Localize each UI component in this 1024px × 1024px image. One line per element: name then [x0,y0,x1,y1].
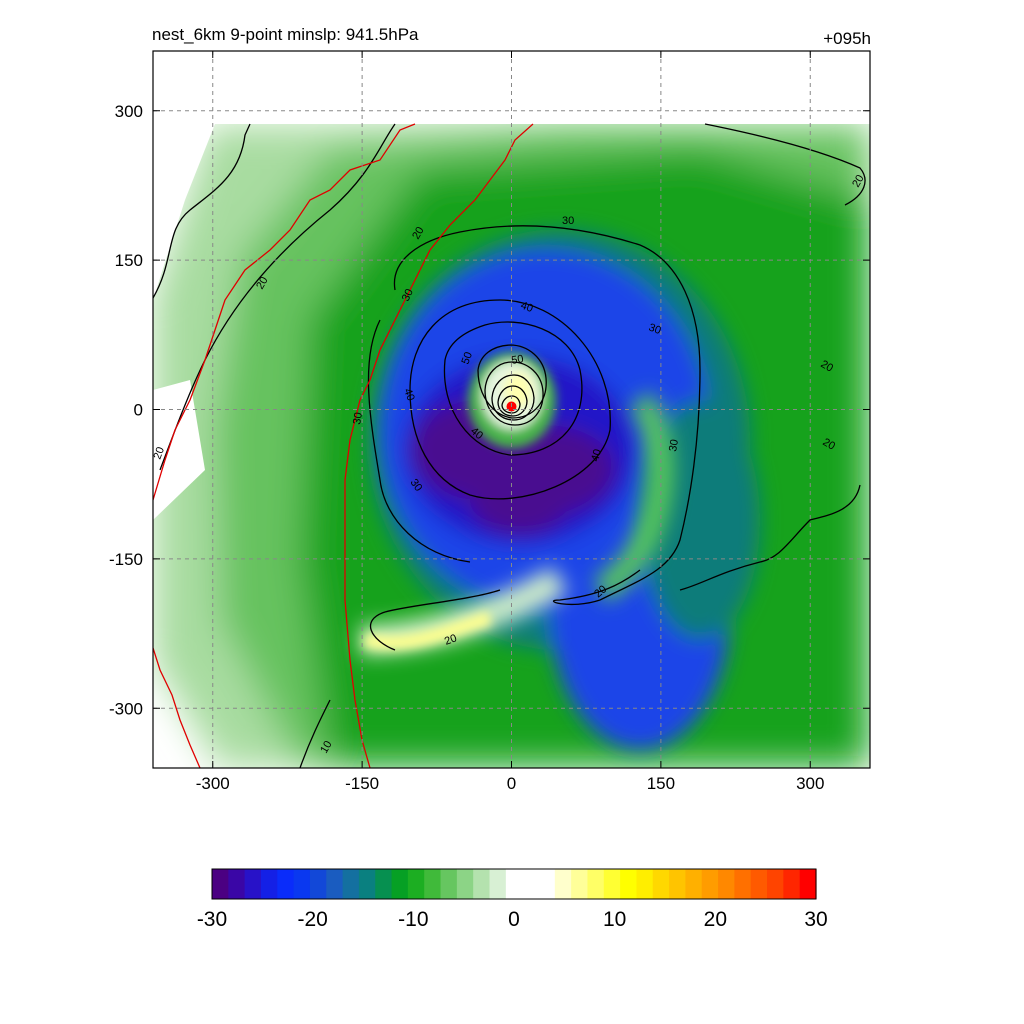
colorbar-cell [489,869,507,899]
colorbar-cell [293,869,311,899]
contour-label: 10 [318,739,335,756]
contour-label: 40 [519,300,535,315]
colorbar-cell [473,869,491,899]
colorbar-cell [603,869,621,899]
colorbar-tick-label: -10 [398,908,428,931]
colorbar-cell [799,869,817,899]
colorbar-cell [571,869,589,899]
contour-label: 20 [410,225,427,242]
y-tick-label: -300 [109,699,143,718]
x-tick-label: 0 [507,774,516,793]
colorbar-cell [538,869,556,899]
contour-label: 30 [647,322,663,337]
colorbar-frame [211,868,817,900]
contour-label: 20 [152,445,167,461]
x-tick-label: 300 [796,774,824,793]
colorbar-cell [636,869,654,899]
colorbar-cell [212,869,229,899]
contour-label: 30 [562,215,574,227]
colorbar-cell [734,869,752,899]
colorbar-cell [522,869,540,899]
contour-label: 20 [819,358,836,375]
colorbar-tick-label: 10 [603,908,626,931]
y-tick-label: 150 [115,251,143,270]
contour-label: 20 [443,632,459,647]
x-tick-label: -150 [345,774,379,793]
contour-label: 30 [400,287,416,303]
contour-layer [153,123,866,768]
colorbar-cell [701,869,719,899]
colorbar-cell [228,869,246,899]
colorbar-cell [244,869,262,899]
y-tick-label: 300 [115,102,143,121]
contour-label: 30 [351,411,365,425]
colorbar-tick-label: -20 [297,908,327,931]
colorbar-cell [277,869,295,899]
colorbar-cell [685,869,703,899]
colorbar-tick-label: 0 [508,908,520,931]
colorbar-cell [358,869,376,899]
colorbar-cell [326,869,344,899]
contour-label: 40 [589,448,604,463]
colorbar-cell [456,869,474,899]
forecast-hour: +095h [823,29,871,48]
contour-label: 20 [821,436,838,453]
contour-label: 30 [408,477,425,494]
contour-label: 30 [667,438,681,452]
colorbar-cell [652,869,670,899]
colorbar-tick-label: 20 [704,908,727,931]
colorbar-tick-label: 30 [804,908,827,931]
colorbar-cell [554,869,572,899]
colorbar-tick-label: -30 [197,908,227,931]
chart-title: nest_6km 9-point minslp: 941.5hPa [152,25,419,44]
colorbar-cell [669,869,687,899]
colorbar-tick-labels: -30 -20 -10 0 10 20 30 [197,908,828,931]
colorbar-cell [783,869,801,899]
colorbar-cell [620,869,638,899]
contour-labels: 20 20 20 20 20 20 20 20 30 30 30 30 30 3… [152,173,867,756]
colorbar-cell [375,869,393,899]
axis-ticks: -300 -150 0 150 300 300 150 0 -150 -300 [109,51,870,793]
colorbar-cell [342,869,360,899]
colorbar-cell [424,869,442,899]
colorbar-cell [260,869,278,899]
colorbar-cell [309,869,327,899]
colorbar-cell [718,869,735,899]
contour-label: 50 [460,350,475,366]
colorbar-cell [391,869,409,899]
contour-label: 40 [401,387,416,403]
colorbar [212,869,817,899]
y-tick-label: -150 [109,550,143,569]
colorbar-cell [767,869,784,899]
colorbar-cell [587,869,605,899]
contour-label: 50 [510,353,524,367]
y-tick-label: 0 [134,401,143,420]
x-tick-label: -300 [196,774,230,793]
colorbar-cell [505,869,523,899]
colorbar-cell [407,869,425,899]
x-tick-label: 150 [647,774,675,793]
contour-label: 20 [850,173,867,190]
colorbar-cell [750,869,768,899]
field-layer [153,51,870,768]
colorbar-cell [440,869,458,899]
contour-label: 20 [254,275,271,292]
